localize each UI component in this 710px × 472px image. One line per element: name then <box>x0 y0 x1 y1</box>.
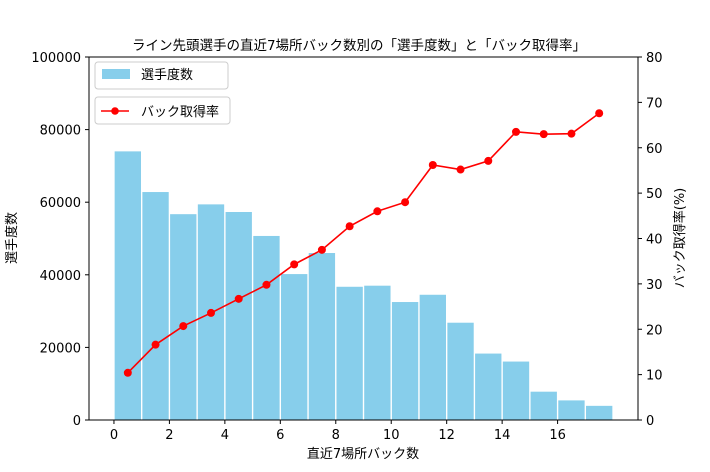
rate-point <box>123 368 132 377</box>
bar <box>225 212 252 420</box>
x-tick-label: 10 <box>383 428 400 443</box>
x-axis: 0 2 4 6 8 10 12 14 16 <box>110 420 566 443</box>
x-tick-label: 0 <box>110 428 118 443</box>
x-tick-label: 12 <box>438 428 455 443</box>
y-right-tick-label: 20 <box>646 323 663 338</box>
y-left-tick-label: 0 <box>73 414 81 429</box>
bar <box>530 391 557 420</box>
bar <box>419 294 446 420</box>
rate-point <box>345 222 354 231</box>
y-left-tick-label: 20000 <box>40 341 81 356</box>
line-series <box>123 109 604 377</box>
bar <box>475 353 502 420</box>
bar-series <box>114 151 613 420</box>
y-left-tick-label: 40000 <box>40 269 81 284</box>
y-right-tick-label: 40 <box>646 233 663 248</box>
bar <box>281 274 308 420</box>
x-tick-label: 14 <box>494 428 511 443</box>
y-left-tick-label: 60000 <box>40 196 81 211</box>
bar <box>391 302 419 420</box>
bar <box>170 214 197 420</box>
bar <box>447 322 474 420</box>
y-right-tick-label: 0 <box>646 414 654 429</box>
bar <box>558 400 585 420</box>
x-tick-label: 4 <box>221 428 229 443</box>
y-axis-right-label: バック取得率(%) <box>672 188 688 289</box>
rate-point <box>234 294 243 303</box>
y-axis-left: 0 20000 40000 60000 80000 100000 <box>31 51 89 429</box>
x-tick-label: 6 <box>276 428 284 443</box>
rate-point <box>373 207 382 216</box>
legend-bar: 選手度数 <box>94 61 229 90</box>
rate-point <box>179 322 188 331</box>
rate-point <box>512 127 520 136</box>
rate-point <box>456 165 465 174</box>
legend-line: バック取得率 <box>94 96 231 125</box>
y-left-tick-label: 100000 <box>31 51 81 66</box>
x-tick-label: 8 <box>332 428 340 443</box>
legend-line-frame <box>94 96 231 125</box>
rate-point <box>151 340 160 349</box>
y-right-tick-label: 80 <box>646 51 663 66</box>
rate-point <box>428 160 437 169</box>
rate-point <box>539 130 548 139</box>
y-left-tick-label: 80000 <box>40 124 81 139</box>
rate-line <box>127 112 600 374</box>
x-tick-label: 2 <box>165 428 173 443</box>
bar <box>253 235 280 420</box>
y-axis-left-label: 選手度数 <box>4 212 20 264</box>
y-right-tick-label: 50 <box>646 187 663 202</box>
legend-bar-label: 選手度数 <box>141 67 193 83</box>
bar <box>114 151 141 420</box>
y-right-tick-label: 60 <box>646 142 663 157</box>
y-right-tick-label: 70 <box>646 96 663 111</box>
y-right-tick-label: 10 <box>646 369 663 384</box>
rate-point <box>262 280 271 289</box>
rate-point <box>484 156 493 165</box>
legend-line-label: バック取得率 <box>141 104 219 120</box>
rate-point <box>290 260 299 269</box>
legend-line-marker <box>111 107 119 115</box>
y-right-tick-label: 30 <box>646 278 663 293</box>
y-axis-right: 0 10 20 30 40 50 60 70 80 <box>638 51 663 429</box>
chart-title: ライン先頭選手の直近7場所バック数別の「選手度数」と「バック取得率」 <box>132 37 586 54</box>
x-axis-label: 直近7場所バック数 <box>307 447 419 462</box>
x-tick-label: 16 <box>549 428 566 443</box>
rate-point <box>595 109 604 118</box>
bar <box>142 192 169 420</box>
legend-bar-swatch <box>102 69 130 79</box>
bar <box>308 253 336 420</box>
rate-point <box>401 198 410 207</box>
bar <box>364 285 391 420</box>
legend-bar-frame <box>94 61 229 90</box>
bar <box>586 405 613 420</box>
bar <box>336 286 363 420</box>
rate-point <box>317 245 326 254</box>
rate-point <box>567 129 576 138</box>
rate-point <box>207 308 215 317</box>
bar <box>502 361 530 420</box>
